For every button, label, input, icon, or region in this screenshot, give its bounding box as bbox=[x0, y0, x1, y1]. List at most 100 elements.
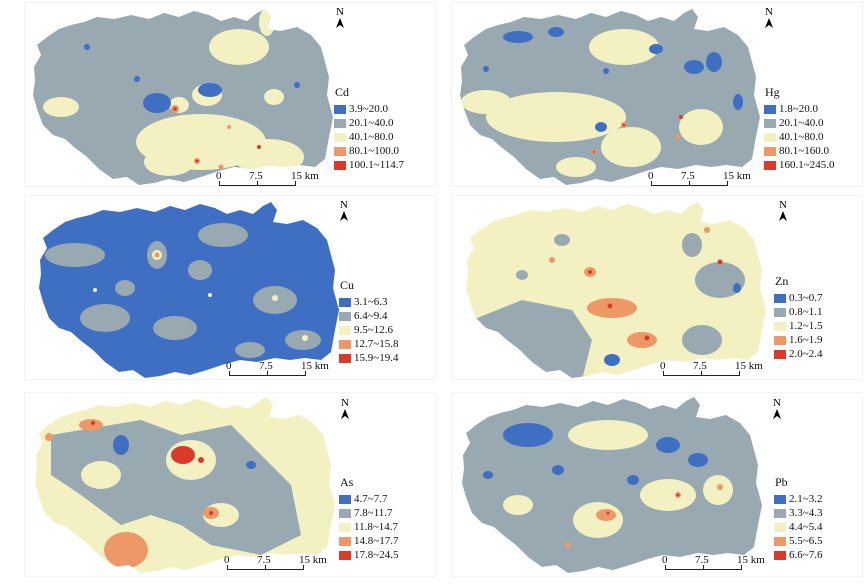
north-arrow-icon bbox=[336, 18, 344, 28]
legend-label: 5.5~6.5 bbox=[789, 535, 823, 547]
legend-label: 2.0~2.4 bbox=[789, 348, 823, 360]
north-label: N bbox=[341, 397, 349, 409]
legend-label: 17.8~24.5 bbox=[354, 549, 399, 561]
legend-label: 20.1~40.0 bbox=[349, 117, 394, 129]
scale-label-mid: 7.5 bbox=[681, 170, 695, 182]
north-arrow: N bbox=[337, 199, 351, 221]
scale-label-mid: 7.5 bbox=[249, 170, 263, 182]
map-panel-cu: N Cu 3.1~6.3 6.4~9.4 9.5~12.6 12.7~15.8 … bbox=[24, 195, 436, 380]
legend-label: 14.8~17.7 bbox=[354, 535, 399, 547]
legend-item: 3.1~6.3 bbox=[339, 295, 398, 309]
legend-item: 160.1~245.0 bbox=[764, 158, 834, 172]
scale-label-end: 15 km bbox=[723, 170, 751, 182]
legend-label: 160.1~245.0 bbox=[779, 159, 835, 171]
scale-label-mid: 7.5 bbox=[695, 554, 709, 566]
north-label: N bbox=[340, 199, 348, 211]
hg-map bbox=[460, 9, 760, 185]
legend-label: 1.6~1.9 bbox=[789, 334, 823, 346]
legend-item: 40.1~80.0 bbox=[334, 130, 404, 144]
pb-legend: Pb 2.1~3.2 3.3~4.3 4.4~5.4 5.5~6.5 6.6~7… bbox=[774, 475, 822, 562]
hg-legend: Hg 1.8~20.0 20.1~40.0 40.1~80.0 80.1~160… bbox=[764, 85, 834, 172]
zn-map bbox=[466, 202, 766, 378]
cu-map bbox=[39, 202, 339, 378]
legend-label: 3.1~6.3 bbox=[354, 296, 388, 308]
legend-title: Zn bbox=[775, 274, 789, 288]
legend-label: 0.3~0.7 bbox=[789, 292, 823, 304]
scale-label-mid: 7.5 bbox=[259, 360, 273, 372]
legend-item: 6.4~9.4 bbox=[339, 309, 398, 323]
legend-title: Cu bbox=[340, 278, 355, 292]
north-arrow-icon bbox=[773, 409, 781, 419]
scale-label-end: 15 km bbox=[299, 554, 327, 566]
legend-label: 9.5~12.6 bbox=[354, 324, 393, 336]
scale-bar: 0 7.5 15 km bbox=[659, 360, 769, 383]
legend-label: 20.1~40.0 bbox=[779, 117, 824, 129]
north-label: N bbox=[773, 397, 781, 409]
scale-label-0: 0 bbox=[226, 360, 232, 372]
legend-item: 12.7~15.8 bbox=[339, 337, 398, 351]
legend-item: 40.1~80.0 bbox=[764, 130, 834, 144]
legend-item: 9.5~12.6 bbox=[339, 323, 398, 337]
legend-label: 40.1~80.0 bbox=[349, 131, 394, 143]
legend-item: 6.6~7.6 bbox=[774, 548, 822, 562]
north-arrow: N bbox=[770, 397, 784, 419]
legend-label: 12.7~15.8 bbox=[354, 338, 399, 350]
scale-label-0: 0 bbox=[662, 554, 668, 566]
legend-title: Hg bbox=[765, 85, 780, 99]
legend-label: 1.2~1.5 bbox=[789, 320, 823, 332]
pb-map bbox=[462, 397, 762, 573]
legend-label: 0.8~1.1 bbox=[789, 306, 823, 318]
legend-item: 5.5~6.5 bbox=[774, 534, 822, 548]
scale-label-end: 15 km bbox=[301, 360, 329, 372]
legend-label: 100.1~114.7 bbox=[349, 159, 405, 171]
as-legend: As 4.7~7.7 7.8~11.7 11.8~14.7 14.8~17.7 … bbox=[339, 475, 398, 562]
legend-item: 7.8~11.7 bbox=[339, 506, 398, 520]
north-arrow: N bbox=[762, 6, 776, 28]
legend-label: 4.7~7.7 bbox=[354, 493, 388, 505]
north-arrow: N bbox=[333, 6, 347, 28]
scale-label-0: 0 bbox=[648, 170, 654, 182]
as-map bbox=[35, 397, 335, 573]
legend-label: 1.8~20.0 bbox=[779, 103, 818, 115]
scale-bar: 0 7.5 15 km bbox=[223, 554, 333, 577]
scale-label-end: 15 km bbox=[735, 360, 763, 372]
legend-label: 40.1~80.0 bbox=[779, 131, 824, 143]
north-label: N bbox=[765, 6, 773, 18]
legend-item: 0.8~1.1 bbox=[774, 305, 822, 319]
legend-item: 20.1~40.0 bbox=[334, 116, 404, 130]
legend-label: 4.4~5.4 bbox=[789, 521, 823, 533]
legend-label: 2.1~3.2 bbox=[789, 493, 823, 505]
cu-legend: Cu 3.1~6.3 6.4~9.4 9.5~12.6 12.7~15.8 15… bbox=[339, 278, 398, 365]
map-panel-as: N As 4.7~7.7 7.8~11.7 11.8~14.7 14.8~17.… bbox=[24, 392, 436, 577]
scale-bar: 0 7.5 15 km bbox=[225, 360, 335, 383]
scale-bar: 0 7.5 15 km bbox=[215, 170, 325, 193]
legend-item: 3.3~4.3 bbox=[774, 506, 822, 520]
north-arrow-icon bbox=[340, 211, 348, 221]
legend-item: 2.0~2.4 bbox=[774, 347, 822, 361]
legend-item: 80.1~160.0 bbox=[764, 144, 834, 158]
north-arrow: N bbox=[338, 397, 352, 419]
scale-bar: 0 7.5 15 km bbox=[647, 170, 757, 193]
legend-item: 11.8~14.7 bbox=[339, 520, 398, 534]
legend-title: Pb bbox=[775, 475, 788, 489]
map-panel-pb: N Pb 2.1~3.2 3.3~4.3 4.4~5.4 5.5~6.5 6.6… bbox=[451, 392, 863, 577]
north-label: N bbox=[336, 6, 344, 18]
legend-label: 15.9~19.4 bbox=[354, 352, 399, 364]
scale-label-mid: 7.5 bbox=[693, 360, 707, 372]
legend-label: 80.1~100.0 bbox=[349, 145, 399, 157]
north-label: N bbox=[779, 199, 787, 211]
legend-label: 6.4~9.4 bbox=[354, 310, 388, 322]
legend-title: As bbox=[340, 475, 354, 489]
scale-label-end: 15 km bbox=[291, 170, 319, 182]
legend-item: 1.8~20.0 bbox=[764, 102, 834, 116]
cd-map bbox=[33, 9, 333, 185]
north-arrow-icon bbox=[765, 18, 773, 28]
map-panel-hg: N Hg 1.8~20.0 20.1~40.0 40.1~80.0 80.1~1… bbox=[451, 2, 863, 187]
scale-label-mid: 7.5 bbox=[257, 554, 271, 566]
map-panel-cd: N Cd 3.9~20.0 20.1~40.0 40.1~80.0 80.1~1… bbox=[24, 2, 436, 187]
scale-label-0: 0 bbox=[216, 170, 222, 182]
zn-legend: Zn 0.3~0.7 0.8~1.1 1.2~1.5 1.6~1.9 2.0~2… bbox=[774, 274, 822, 361]
legend-item: 3.9~20.0 bbox=[334, 102, 404, 116]
north-arrow-icon bbox=[779, 211, 787, 221]
legend-label: 6.6~7.6 bbox=[789, 549, 823, 561]
